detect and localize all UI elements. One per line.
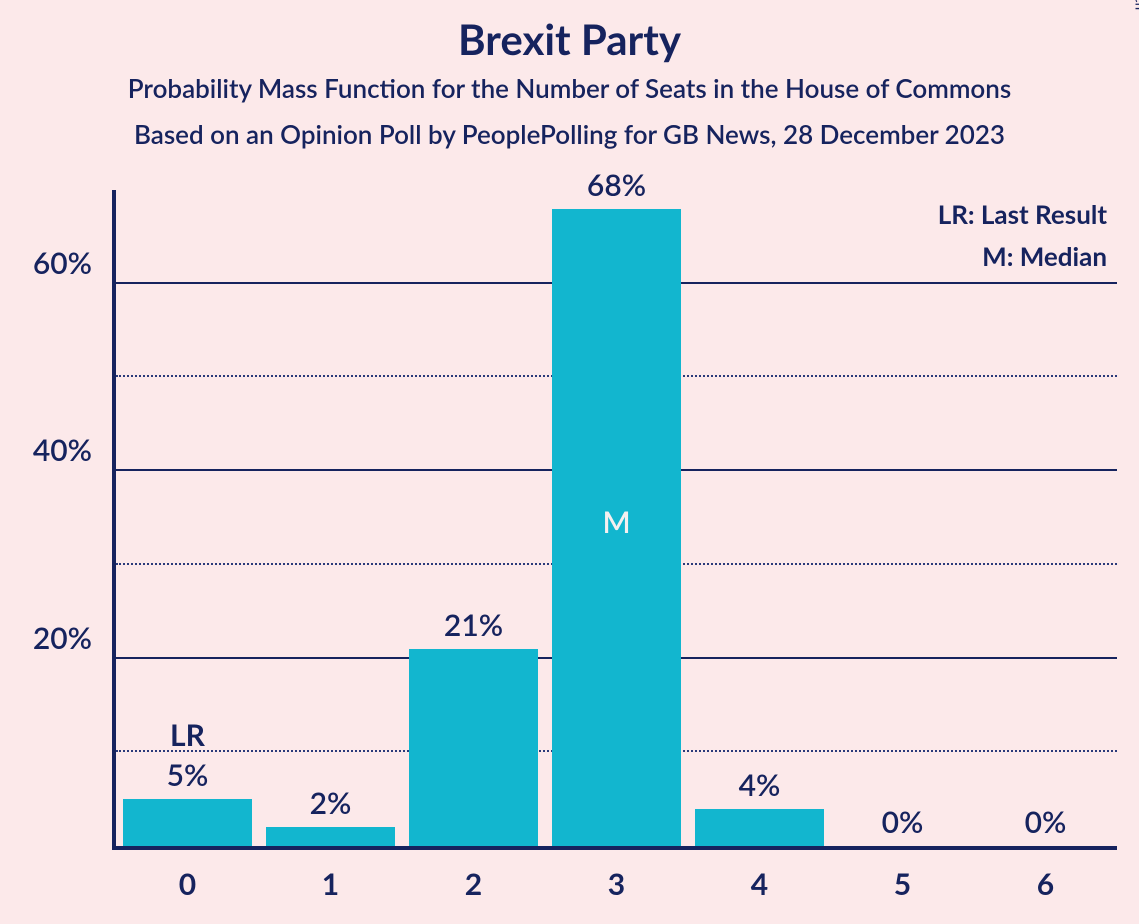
y-tick-label: 20% — [33, 620, 92, 656]
median-marker: M — [602, 504, 630, 540]
copyright-text: © 2024 Filip van Laenen — [1133, 0, 1139, 10]
x-tick-label: 0 — [179, 866, 196, 902]
legend: LR: Last Result M: Median — [938, 194, 1107, 277]
bar-value-label: 0% — [882, 804, 924, 840]
x-tick-label: 6 — [1037, 866, 1054, 902]
chart-subtitle-2: Based on an Opinion Poll by PeoplePollin… — [0, 104, 1139, 150]
x-tick-label: 3 — [608, 866, 625, 902]
x-axis-line — [112, 846, 1117, 850]
y-tick-label: 40% — [33, 432, 92, 468]
bar-value-label: 5% — [167, 757, 209, 793]
legend-lr: LR: Last Result — [938, 194, 1107, 236]
bar — [266, 827, 395, 846]
legend-m: M: Median — [938, 236, 1107, 278]
bar-value-label: 0% — [1025, 804, 1067, 840]
chart-container: © 2024 Filip van Laenen Brexit Party Pro… — [0, 0, 1139, 924]
x-tick-label: 4 — [751, 866, 768, 902]
bar-value-label: 68% — [587, 167, 646, 203]
bar — [695, 809, 824, 846]
bar-value-label: 4% — [739, 767, 781, 803]
last-result-marker: LR — [170, 717, 205, 753]
y-tick-label: 60% — [33, 245, 92, 281]
plot-area: LR5%2%21%68%M4%0%0% LR: Last Result M: M… — [112, 190, 1117, 850]
bar — [409, 649, 538, 846]
x-tick-label: 2 — [465, 866, 482, 902]
x-axis-labels: 0 1 2 3 4 5 6 — [112, 854, 1117, 914]
chart-subtitle-1: Probability Mass Function for the Number… — [0, 64, 1139, 104]
x-tick-label: 1 — [322, 866, 339, 902]
x-tick-label: 5 — [894, 866, 911, 902]
bar-value-label: 2% — [310, 785, 352, 821]
bar-value-label: 21% — [444, 607, 503, 643]
bar — [123, 799, 252, 846]
chart-title: Brexit Party — [0, 0, 1139, 64]
y-axis-labels: 20% 40% 60% — [0, 190, 112, 850]
